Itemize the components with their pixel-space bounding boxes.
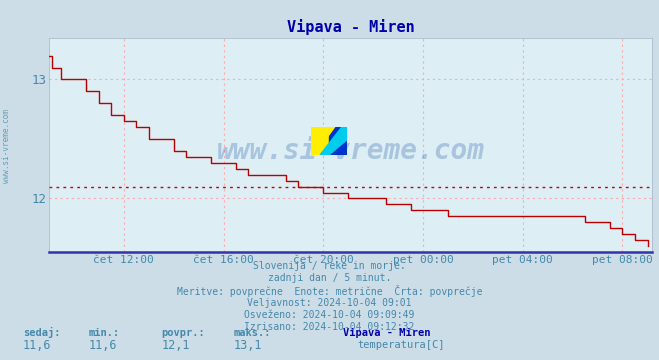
Text: Slovenija / reke in morje.: Slovenija / reke in morje. <box>253 261 406 271</box>
Text: min.:: min.: <box>89 328 120 338</box>
Title: Vipava - Miren: Vipava - Miren <box>287 19 415 35</box>
Text: Osveženo: 2024-10-04 09:09:49: Osveženo: 2024-10-04 09:09:49 <box>244 310 415 320</box>
Text: 11,6: 11,6 <box>23 339 51 352</box>
Text: 11,6: 11,6 <box>89 339 117 352</box>
Text: sedaj:: sedaj: <box>23 327 61 338</box>
Text: maks.:: maks.: <box>234 328 272 338</box>
Text: Izrisano: 2024-10-04 09:12:32: Izrisano: 2024-10-04 09:12:32 <box>244 322 415 332</box>
Text: www.si-vreme.com: www.si-vreme.com <box>217 137 485 165</box>
Text: Veljavnost: 2024-10-04 09:01: Veljavnost: 2024-10-04 09:01 <box>247 298 412 308</box>
Bar <box>311 127 330 155</box>
Text: zadnji dan / 5 minut.: zadnji dan / 5 minut. <box>268 273 391 283</box>
Text: temperatura[C]: temperatura[C] <box>358 340 445 350</box>
Polygon shape <box>311 127 335 155</box>
Text: 12,1: 12,1 <box>161 339 190 352</box>
Text: 13,1: 13,1 <box>234 339 262 352</box>
Bar <box>330 127 347 155</box>
Text: povpr.:: povpr.: <box>161 328 205 338</box>
Text: Vipava - Miren: Vipava - Miren <box>343 328 430 338</box>
Text: www.si-vreme.com: www.si-vreme.com <box>2 109 11 183</box>
Polygon shape <box>320 127 347 155</box>
Text: Meritve: povprečne  Enote: metrične  Črta: povprečje: Meritve: povprečne Enote: metrične Črta:… <box>177 285 482 297</box>
Polygon shape <box>331 142 347 155</box>
